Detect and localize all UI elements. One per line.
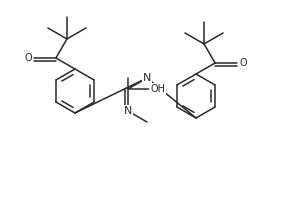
Text: N: N xyxy=(124,106,132,116)
Text: OH: OH xyxy=(150,84,166,94)
Text: N: N xyxy=(143,73,151,83)
Text: O: O xyxy=(24,53,32,63)
Text: O: O xyxy=(239,58,247,68)
